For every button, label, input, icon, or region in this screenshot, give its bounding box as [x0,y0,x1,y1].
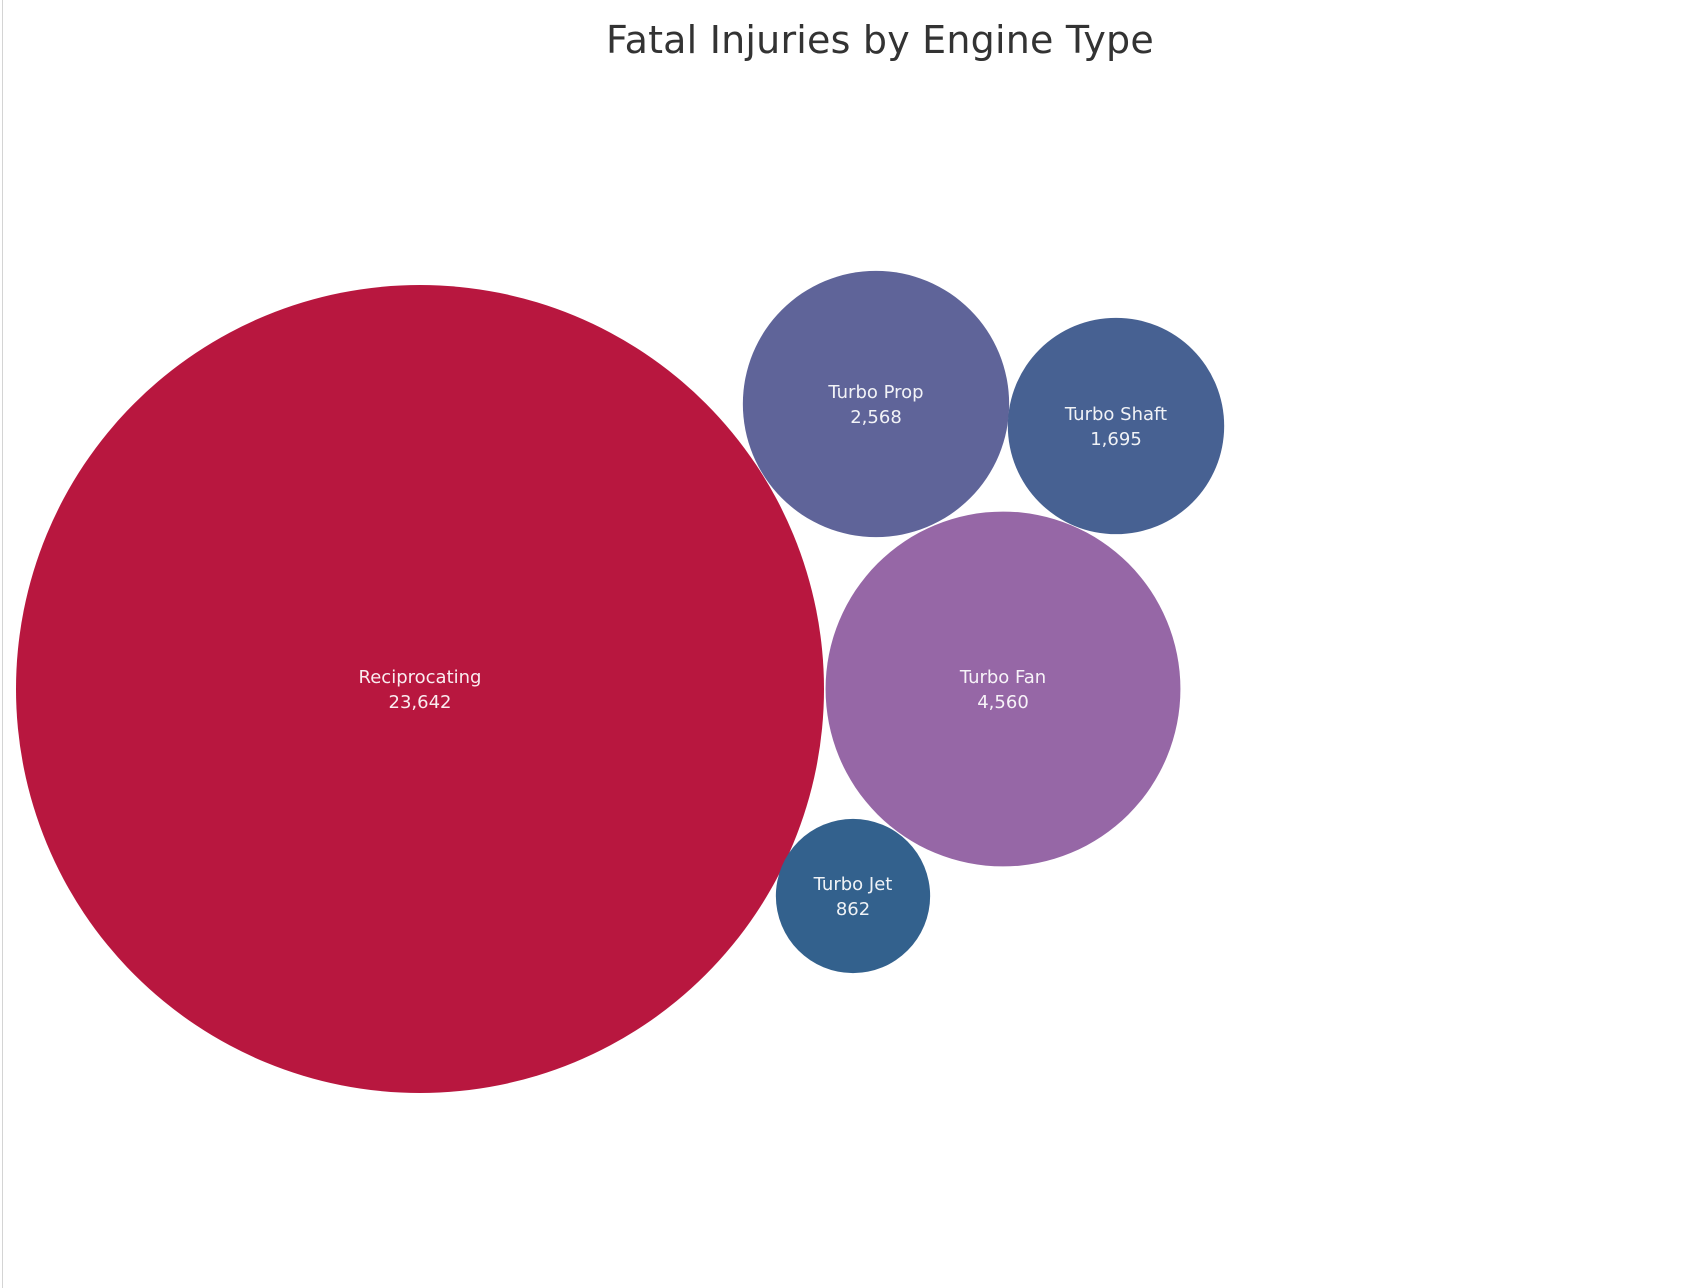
bubble-turbo-fan[interactable]: Turbo Fan 4,560 [825,511,1181,867]
left-divider [2,0,3,1288]
bubble-circle-turbo-shaft[interactable] [1007,317,1225,535]
bubble-circle-turbo-prop[interactable] [742,270,1010,538]
bubble-value-reciprocating: 23,642 [389,692,452,713]
bubble-value-turbo-fan: 4,560 [977,692,1029,713]
bubble-circle-turbo-jet[interactable] [775,818,931,974]
bubble-reciprocating[interactable]: Reciprocating 23,642 [16,285,824,1093]
bubble-circle-turbo-fan[interactable] [825,511,1181,867]
bubble-label-reciprocating: Reciprocating [359,667,482,688]
bubble-circle-reciprocating[interactable] [16,285,824,1093]
bubble-value-turbo-prop: 2,568 [850,407,902,428]
bubble-turbo-prop[interactable]: Turbo Prop 2,568 [742,270,1010,538]
bubble-label-turbo-fan: Turbo Fan [959,667,1046,688]
bubble-label-turbo-jet: Turbo Jet [813,874,893,895]
bubble-turbo-shaft[interactable]: Turbo Shaft 1,695 [1007,317,1225,535]
bubble-value-turbo-jet: 862 [836,899,870,920]
bubble-label-turbo-prop: Turbo Prop [827,382,923,403]
bubble-label-turbo-shaft: Turbo Shaft [1064,404,1167,425]
bubble-value-turbo-shaft: 1,695 [1090,429,1142,450]
bubble-turbo-jet[interactable]: Turbo Jet 862 [775,818,931,974]
chart-title: Fatal Injuries by Engine Type [606,18,1154,62]
